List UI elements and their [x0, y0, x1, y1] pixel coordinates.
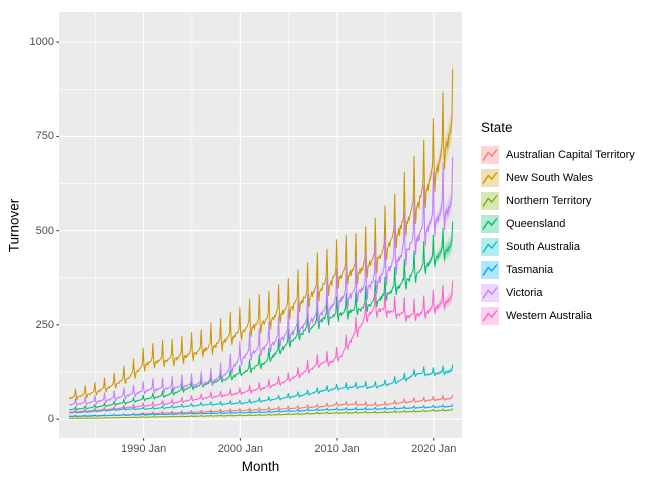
legend-key-northern-territory: [481, 191, 499, 210]
timeseries-line-icon: [482, 263, 498, 276]
legend-item-western-australia: Western Australia: [481, 304, 635, 327]
legend-item-label: New South Wales: [506, 171, 594, 184]
legend-item-label: Australian Capital Territory: [506, 148, 635, 161]
legend-item-northern-territory: Northern Territory: [481, 189, 635, 212]
legend-item-victoria: Victoria: [481, 281, 635, 304]
legend-item-tasmania: Tasmania: [481, 258, 635, 281]
legend-key-australian-capital-territory: [481, 145, 499, 164]
legend-item-new-south-wales: New South Wales: [481, 166, 635, 189]
legend-title: State: [481, 120, 513, 135]
legend-key-western-australia: [481, 306, 499, 325]
timeseries-line-icon: [482, 286, 498, 299]
legend-item-label: South Australia: [506, 240, 580, 253]
timeseries-line-icon: [482, 240, 498, 253]
legend-item-australian-capital-territory: Australian Capital Territory: [481, 143, 635, 166]
timeseries-line-icon: [482, 309, 498, 322]
series-line-tasmania: [69, 404, 454, 417]
series-line-south-australia: [68, 364, 454, 414]
legend-item-queensland: Queensland: [481, 212, 635, 235]
legend-key-queensland: [481, 214, 499, 233]
x-tick-label: 2020 Jan: [411, 443, 457, 455]
legend-key-south-australia: [481, 237, 499, 256]
x-axis-title: Month: [241, 459, 280, 474]
legend-item-label: Tasmania: [506, 263, 554, 276]
legend-key-new-south-wales: [481, 168, 499, 187]
series-line-new-south-wales: [68, 69, 454, 401]
y-tick-label: 500: [35, 224, 54, 237]
legend-item-south-australia: South Australia: [481, 235, 635, 258]
legend-item-label: Northern Territory: [506, 194, 592, 207]
forecast-ribbon-western-australia: [424, 276, 453, 319]
y-tick-label: 0: [47, 413, 54, 426]
timeseries-line-icon: [482, 217, 498, 230]
legend: State Australian Capital Territory New So…: [481, 120, 635, 327]
series-line-victoria: [68, 156, 454, 407]
legend-key-tasmania: [481, 260, 499, 279]
timeseries-line-icon: [482, 148, 498, 161]
legend-items: Australian Capital Territory New South Wa…: [481, 143, 635, 327]
legend-item-label: Western Australia: [506, 309, 593, 322]
series-line-northern-territory: [69, 408, 454, 419]
series-line-western-australia: [69, 280, 454, 413]
x-tick-label: 2010 Jan: [314, 443, 360, 455]
legend-key-victoria: [481, 283, 499, 302]
y-tick-label: 250: [35, 318, 54, 331]
y-tick-label: 1000: [29, 36, 54, 49]
legend-item-label: Queensland: [506, 217, 566, 230]
legend-item-label: Victoria: [506, 286, 543, 299]
timeseries-line-icon: [482, 194, 498, 207]
series-line-queensland: [68, 221, 454, 411]
timeseries-line-icon: [482, 171, 498, 184]
x-tick-label: 2000 Jan: [217, 443, 263, 455]
x-tick-label: 1990 Jan: [120, 443, 167, 455]
y-tick-label: 750: [35, 130, 54, 143]
